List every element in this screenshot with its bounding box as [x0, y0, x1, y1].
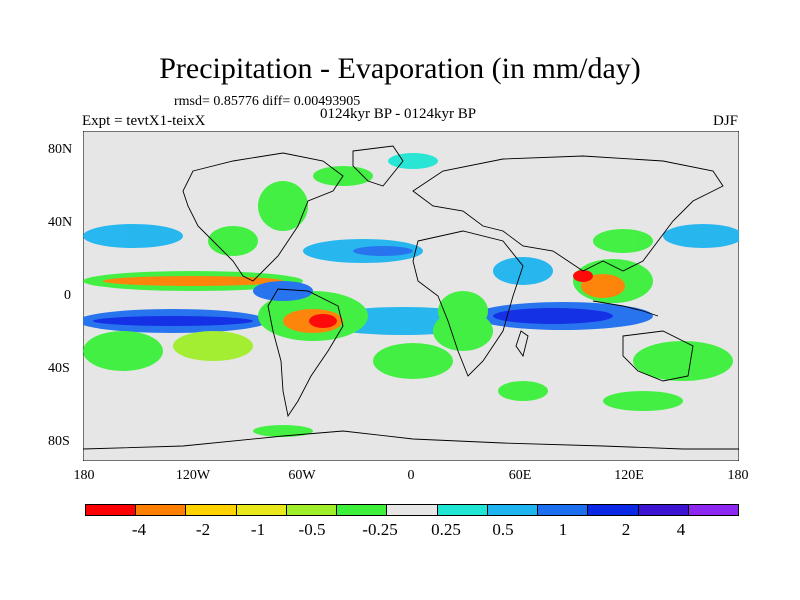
blob	[173, 331, 253, 361]
coast-africa	[412, 230, 524, 377]
colorbar-swatch	[487, 505, 539, 515]
colorbar-label: -4	[131, 520, 147, 539]
colorbar-swatch	[86, 505, 137, 515]
colorbar-swatch	[437, 505, 488, 515]
blob	[388, 153, 438, 169]
blob	[663, 224, 739, 248]
colorbar-label: -1	[250, 520, 266, 539]
colorbar-label: 2	[621, 520, 631, 539]
experiment-label: Expt = tevtX1-teixX	[82, 113, 206, 129]
blob	[373, 343, 453, 379]
coast-antarctica	[83, 430, 739, 450]
x-tick: 60E	[508, 468, 532, 483]
y-tick: 80S	[48, 434, 70, 449]
blob	[208, 226, 258, 256]
blob	[493, 308, 613, 324]
blob	[603, 391, 683, 411]
colorbar-label: 0.25	[431, 520, 461, 539]
blob	[253, 425, 313, 437]
season-label: DJF	[712, 113, 738, 129]
y-tick: 40N	[48, 215, 73, 230]
blob	[581, 274, 625, 298]
colorbar-label: -2	[195, 520, 211, 539]
colorbar-swatch	[387, 505, 438, 515]
colorbar-swatch	[286, 505, 338, 515]
y-tick: 80N	[48, 142, 73, 157]
colorbar-swatch	[538, 505, 589, 515]
colorbar-label: 0.5	[492, 520, 514, 539]
colorbar-label: 1	[558, 520, 568, 539]
coast-madagascar	[515, 330, 529, 358]
blob	[498, 381, 548, 401]
x-tick: 0	[407, 468, 415, 483]
colorbar-swatch	[136, 505, 187, 515]
blob	[433, 311, 493, 351]
colorbar-swatch	[186, 505, 237, 515]
y-tick: 0	[64, 288, 71, 303]
blob	[253, 281, 313, 301]
stats-label: rmsd= 0.85776 diff= 0.00493905	[174, 94, 361, 109]
colorbar-label: -0.5	[298, 520, 326, 539]
field-blobs	[83, 153, 739, 437]
map-plot	[83, 131, 739, 461]
x-tick: 180	[727, 468, 749, 483]
blob	[83, 224, 183, 248]
coast-south-america	[267, 288, 344, 418]
coast-australia	[622, 330, 694, 382]
y-tick: 40S	[48, 361, 70, 376]
colorbar-label: 4	[676, 520, 686, 539]
coastlines	[83, 145, 739, 450]
coast-eurasia	[412, 155, 724, 272]
blob	[258, 181, 308, 231]
colorbar-label: -0.25	[362, 520, 398, 539]
blob	[633, 341, 733, 381]
colorbar-swatch	[688, 505, 739, 515]
coast-indonesia	[592, 300, 659, 317]
colorbar-swatch	[337, 505, 388, 515]
blob	[573, 270, 593, 282]
blob	[493, 257, 553, 285]
x-tick: 60W	[288, 468, 316, 483]
x-tick: 120E	[614, 468, 644, 483]
period-label: 0124kyr BP - 0124kyr BP	[320, 106, 477, 122]
colorbar-swatch	[588, 505, 639, 515]
colorbar-swatch	[236, 505, 287, 515]
blob	[103, 276, 283, 286]
blob	[93, 316, 253, 326]
x-tick: 120W	[175, 468, 211, 483]
coast-greenland	[352, 145, 404, 187]
blob	[83, 331, 163, 371]
x-tick: 180	[73, 468, 95, 483]
colorbar-swatch	[638, 505, 689, 515]
colorbar	[85, 504, 739, 516]
coast-north-america	[182, 152, 344, 282]
blob	[353, 246, 413, 256]
blob	[309, 314, 337, 328]
blob	[593, 229, 653, 253]
chart-title: Precipitation - Evaporation (in mm/day)	[159, 52, 641, 85]
